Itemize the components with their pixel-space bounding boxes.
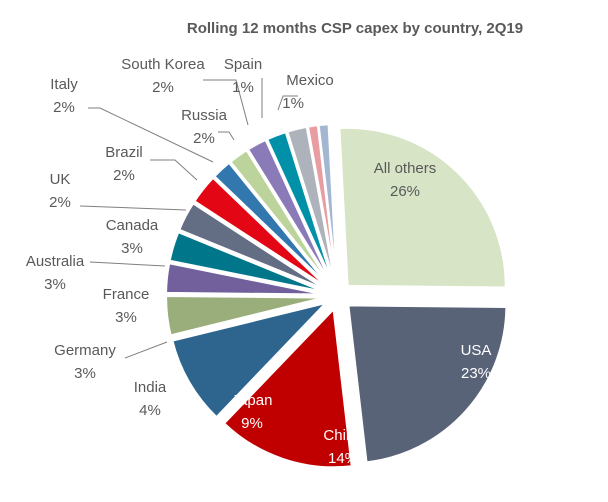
slice-all-others [338,126,507,289]
value-label: 1% [232,79,254,96]
slice-india [165,294,325,337]
data-label-mexico: Mexico 1% [282,69,334,115]
value-label: 1% [282,95,304,112]
value-label: 23% [460,365,492,382]
category-label: South Korea [121,56,205,73]
slice-south-korea [286,125,336,283]
slice-germany [165,262,325,296]
category-label: France [102,286,150,303]
data-label-russia: Russia 2% [181,104,227,150]
value-label: 9% [241,415,263,432]
category-label: Russia [181,107,227,124]
slice-brazil [229,148,331,286]
value-label: 14% [327,450,359,467]
data-label-spain: Spain 1% [224,53,262,99]
leader-line-germany [124,341,168,359]
slice-canada [193,176,328,289]
leader-line-south-korea [203,79,249,126]
slice-australia [178,202,327,291]
leader-line-russia [218,131,235,141]
data-label-germany: Germany 3% [54,339,116,385]
slice-france [168,230,325,293]
data-label-brazil: Brazil 2% [105,141,143,187]
value-label: 26% [389,183,421,200]
data-label-australia: Australia 3% [26,250,84,296]
data-label-italy: Italy 2% [50,73,78,119]
data-label-south-korea: South Korea 2% [121,53,204,99]
value-label: 2% [152,79,174,96]
slice-mexico [317,123,338,283]
data-label-france: France 3% [103,283,150,329]
leader-line-uk [79,205,187,211]
leader-line-australia [89,261,166,267]
leader-line-mexico [277,95,298,111]
data-label-china: China 14% [323,424,362,470]
value-label: 3% [44,276,66,293]
category-label: Italy [50,76,78,93]
data-label-uk: UK 2% [49,168,71,214]
slice-japan [171,301,329,419]
leader-line-italy [88,107,214,163]
value-label: 2% [193,130,215,147]
value-label: 2% [53,99,75,116]
slice-italy [246,138,333,285]
category-label: UK [49,171,71,188]
category-label: Canada [105,217,159,234]
category-label: Australia [25,253,85,270]
leader-line-brazil [150,159,198,181]
value-label: 3% [121,240,143,257]
slice-russia [265,130,334,284]
data-label-canada: Canada 3% [106,214,159,260]
slice-usa [347,304,508,464]
category-label: India [133,379,167,396]
data-label-india: India 4% [134,376,167,422]
category-label: Spain [223,56,263,73]
value-label: 2% [49,194,71,211]
category-label: China [323,427,363,444]
category-label: Germany [54,342,116,359]
leader-lines [79,78,298,359]
category-label: USA [460,342,492,359]
data-label-all-others: All others 26% [374,157,437,203]
category-label: Mexico [286,72,334,89]
slice-uk [213,161,330,287]
slice-china [222,307,353,469]
value-label: 3% [74,365,96,382]
category-label: Brazil [105,144,143,161]
data-label-japan: Japan 9% [232,389,273,435]
value-label: 4% [139,402,161,419]
category-label: All others [373,160,437,177]
value-label: 3% [115,309,137,326]
data-label-usa: USA 23% [461,339,492,385]
category-label: Japan [231,392,273,409]
chart-title: Rolling 12 months CSP capex by country, … [186,20,524,37]
value-label: 2% [113,167,135,184]
